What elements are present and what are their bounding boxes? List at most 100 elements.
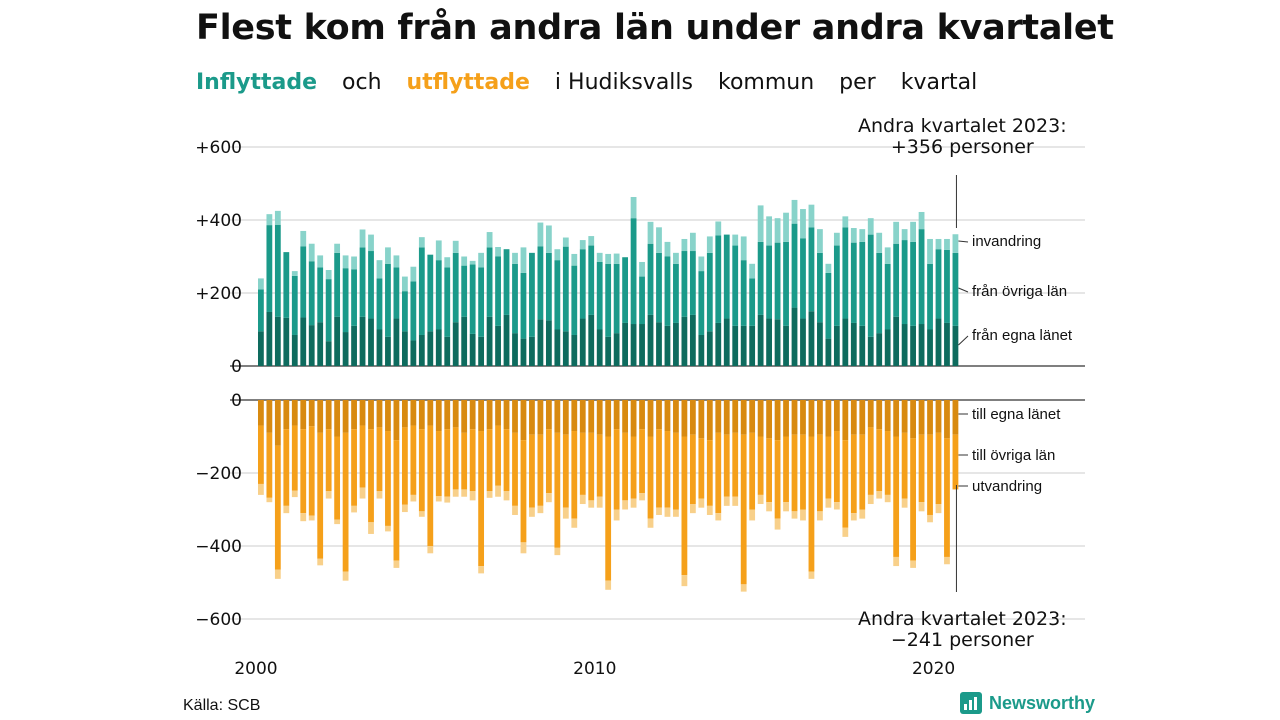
bar-out-ovriga	[766, 438, 772, 503]
bar-in-ovriga	[308, 261, 315, 326]
bar-in-egna	[808, 311, 815, 366]
bar-in-egna	[469, 333, 476, 366]
bar-in-invandring	[833, 232, 840, 246]
bar-in-egna	[867, 336, 874, 366]
bar-out-ovriga	[512, 432, 518, 506]
y-tick-label-top: +200	[195, 284, 242, 304]
bar-in-ovriga	[867, 234, 874, 337]
bar-in-egna	[385, 336, 391, 366]
bar-in-ovriga	[495, 256, 501, 326]
subtitle-och: och	[342, 70, 382, 95]
bar-in-ovriga	[944, 249, 950, 323]
bar-in-egna	[952, 325, 959, 366]
bar-in-egna	[495, 325, 501, 366]
bar-in-egna	[944, 322, 950, 366]
subtitle-utflyttade: utflyttade	[406, 70, 530, 95]
bar-out-ovriga	[283, 429, 290, 506]
bar-out-ovriga	[918, 434, 925, 503]
bar-in-ovriga	[656, 252, 662, 323]
bar-in-invandring	[554, 249, 561, 261]
bar-in-ovriga	[893, 243, 900, 317]
bar-out-utvandring	[588, 500, 595, 508]
bar-out-egna	[910, 400, 916, 439]
bar-out-utvandring	[766, 502, 772, 512]
bar-out-egna	[283, 400, 290, 430]
bar-in-egna	[376, 329, 383, 366]
bar-in-egna	[876, 333, 883, 366]
bar-out-ovriga	[529, 434, 535, 508]
bar-in-egna	[715, 322, 722, 366]
bar-in-ovriga	[605, 263, 612, 337]
bar-out-egna	[613, 400, 620, 430]
bar-in-egna	[622, 322, 629, 366]
bar-out-egna	[317, 400, 324, 433]
bar-out-egna	[393, 400, 400, 441]
bar-in-invandring	[817, 229, 823, 253]
bar-out-egna	[791, 400, 798, 435]
bar-out-utvandring	[910, 560, 916, 568]
y-tick-label-bottom: −600	[195, 610, 242, 630]
bar-out-utvandring	[274, 569, 281, 579]
bar-out-ovriga	[393, 440, 400, 561]
bar-out-utvandring	[723, 496, 730, 506]
bar-in-invandring	[689, 232, 696, 252]
bar-in-egna	[317, 322, 324, 366]
bar-in-invandring	[630, 197, 637, 219]
chart-title: Flest kom från andra län under andra kva…	[196, 8, 1114, 48]
y-tick-label-bottom: −400	[195, 537, 242, 557]
y-tick-label-top: +600	[195, 138, 242, 158]
bar-in-ovriga	[410, 281, 417, 341]
bar-out-ovriga	[444, 429, 451, 497]
bar-out-egna	[630, 400, 637, 437]
bar-in-ovriga	[359, 247, 366, 317]
bar-in-ovriga	[266, 225, 273, 312]
bar-in-invandring	[944, 238, 950, 250]
bar-out-ovriga	[664, 431, 671, 508]
bar-in-invandring	[800, 209, 806, 239]
bar-out-utvandring	[859, 509, 866, 519]
bar-out-egna	[859, 400, 866, 435]
bar-out-egna	[469, 400, 476, 430]
bar-out-egna	[918, 400, 925, 435]
bar-out-ovriga	[478, 431, 485, 567]
bar-out-egna	[732, 400, 739, 433]
bar-in-ovriga	[258, 289, 264, 332]
bar-out-egna	[588, 400, 595, 433]
bar-out-utvandring	[757, 494, 764, 505]
bar-out-ovriga	[808, 436, 815, 572]
bar-in-invandring	[418, 237, 425, 248]
bar-in-egna	[757, 314, 764, 366]
brand-logo[interactable]: Newsworthy	[960, 692, 1095, 714]
bar-in-invandring	[258, 278, 264, 290]
bar-in-egna	[859, 325, 866, 366]
bar-in-ovriga	[791, 223, 798, 308]
legend-invandring: invandring	[972, 233, 1041, 250]
bar-in-egna	[435, 329, 442, 366]
bar-in-invandring	[859, 229, 866, 242]
bar-in-egna	[673, 322, 679, 366]
bar-out-egna	[596, 400, 603, 435]
legend-fran-ovriga-lan: från övriga län	[972, 283, 1067, 300]
bar-in-ovriga	[596, 261, 603, 330]
annotation-top-line1: Andra kvartalet 2023:	[858, 115, 1067, 137]
bar-in-egna	[825, 338, 832, 367]
bar-in-egna	[766, 318, 772, 366]
bar-out-utvandring	[325, 491, 332, 499]
bar-out-egna	[503, 400, 510, 430]
bar-out-egna	[410, 400, 417, 426]
bar-out-ovriga	[554, 432, 561, 548]
bar-in-invandring	[410, 266, 417, 282]
bar-in-invandring	[291, 271, 298, 276]
bar-out-egna	[334, 400, 341, 437]
bar-in-ovriga	[673, 263, 679, 323]
bar-out-utvandring	[596, 496, 603, 508]
bar-out-ovriga	[486, 429, 493, 492]
bar-in-invandring	[867, 218, 874, 235]
bar-out-ovriga	[410, 425, 417, 495]
bar-out-ovriga	[944, 438, 950, 557]
bar-in-ovriga	[503, 249, 510, 315]
bar-out-ovriga	[630, 436, 637, 499]
bar-in-invandring	[842, 216, 849, 228]
bar-in-egna	[334, 316, 341, 366]
bar-in-ovriga	[622, 257, 629, 323]
